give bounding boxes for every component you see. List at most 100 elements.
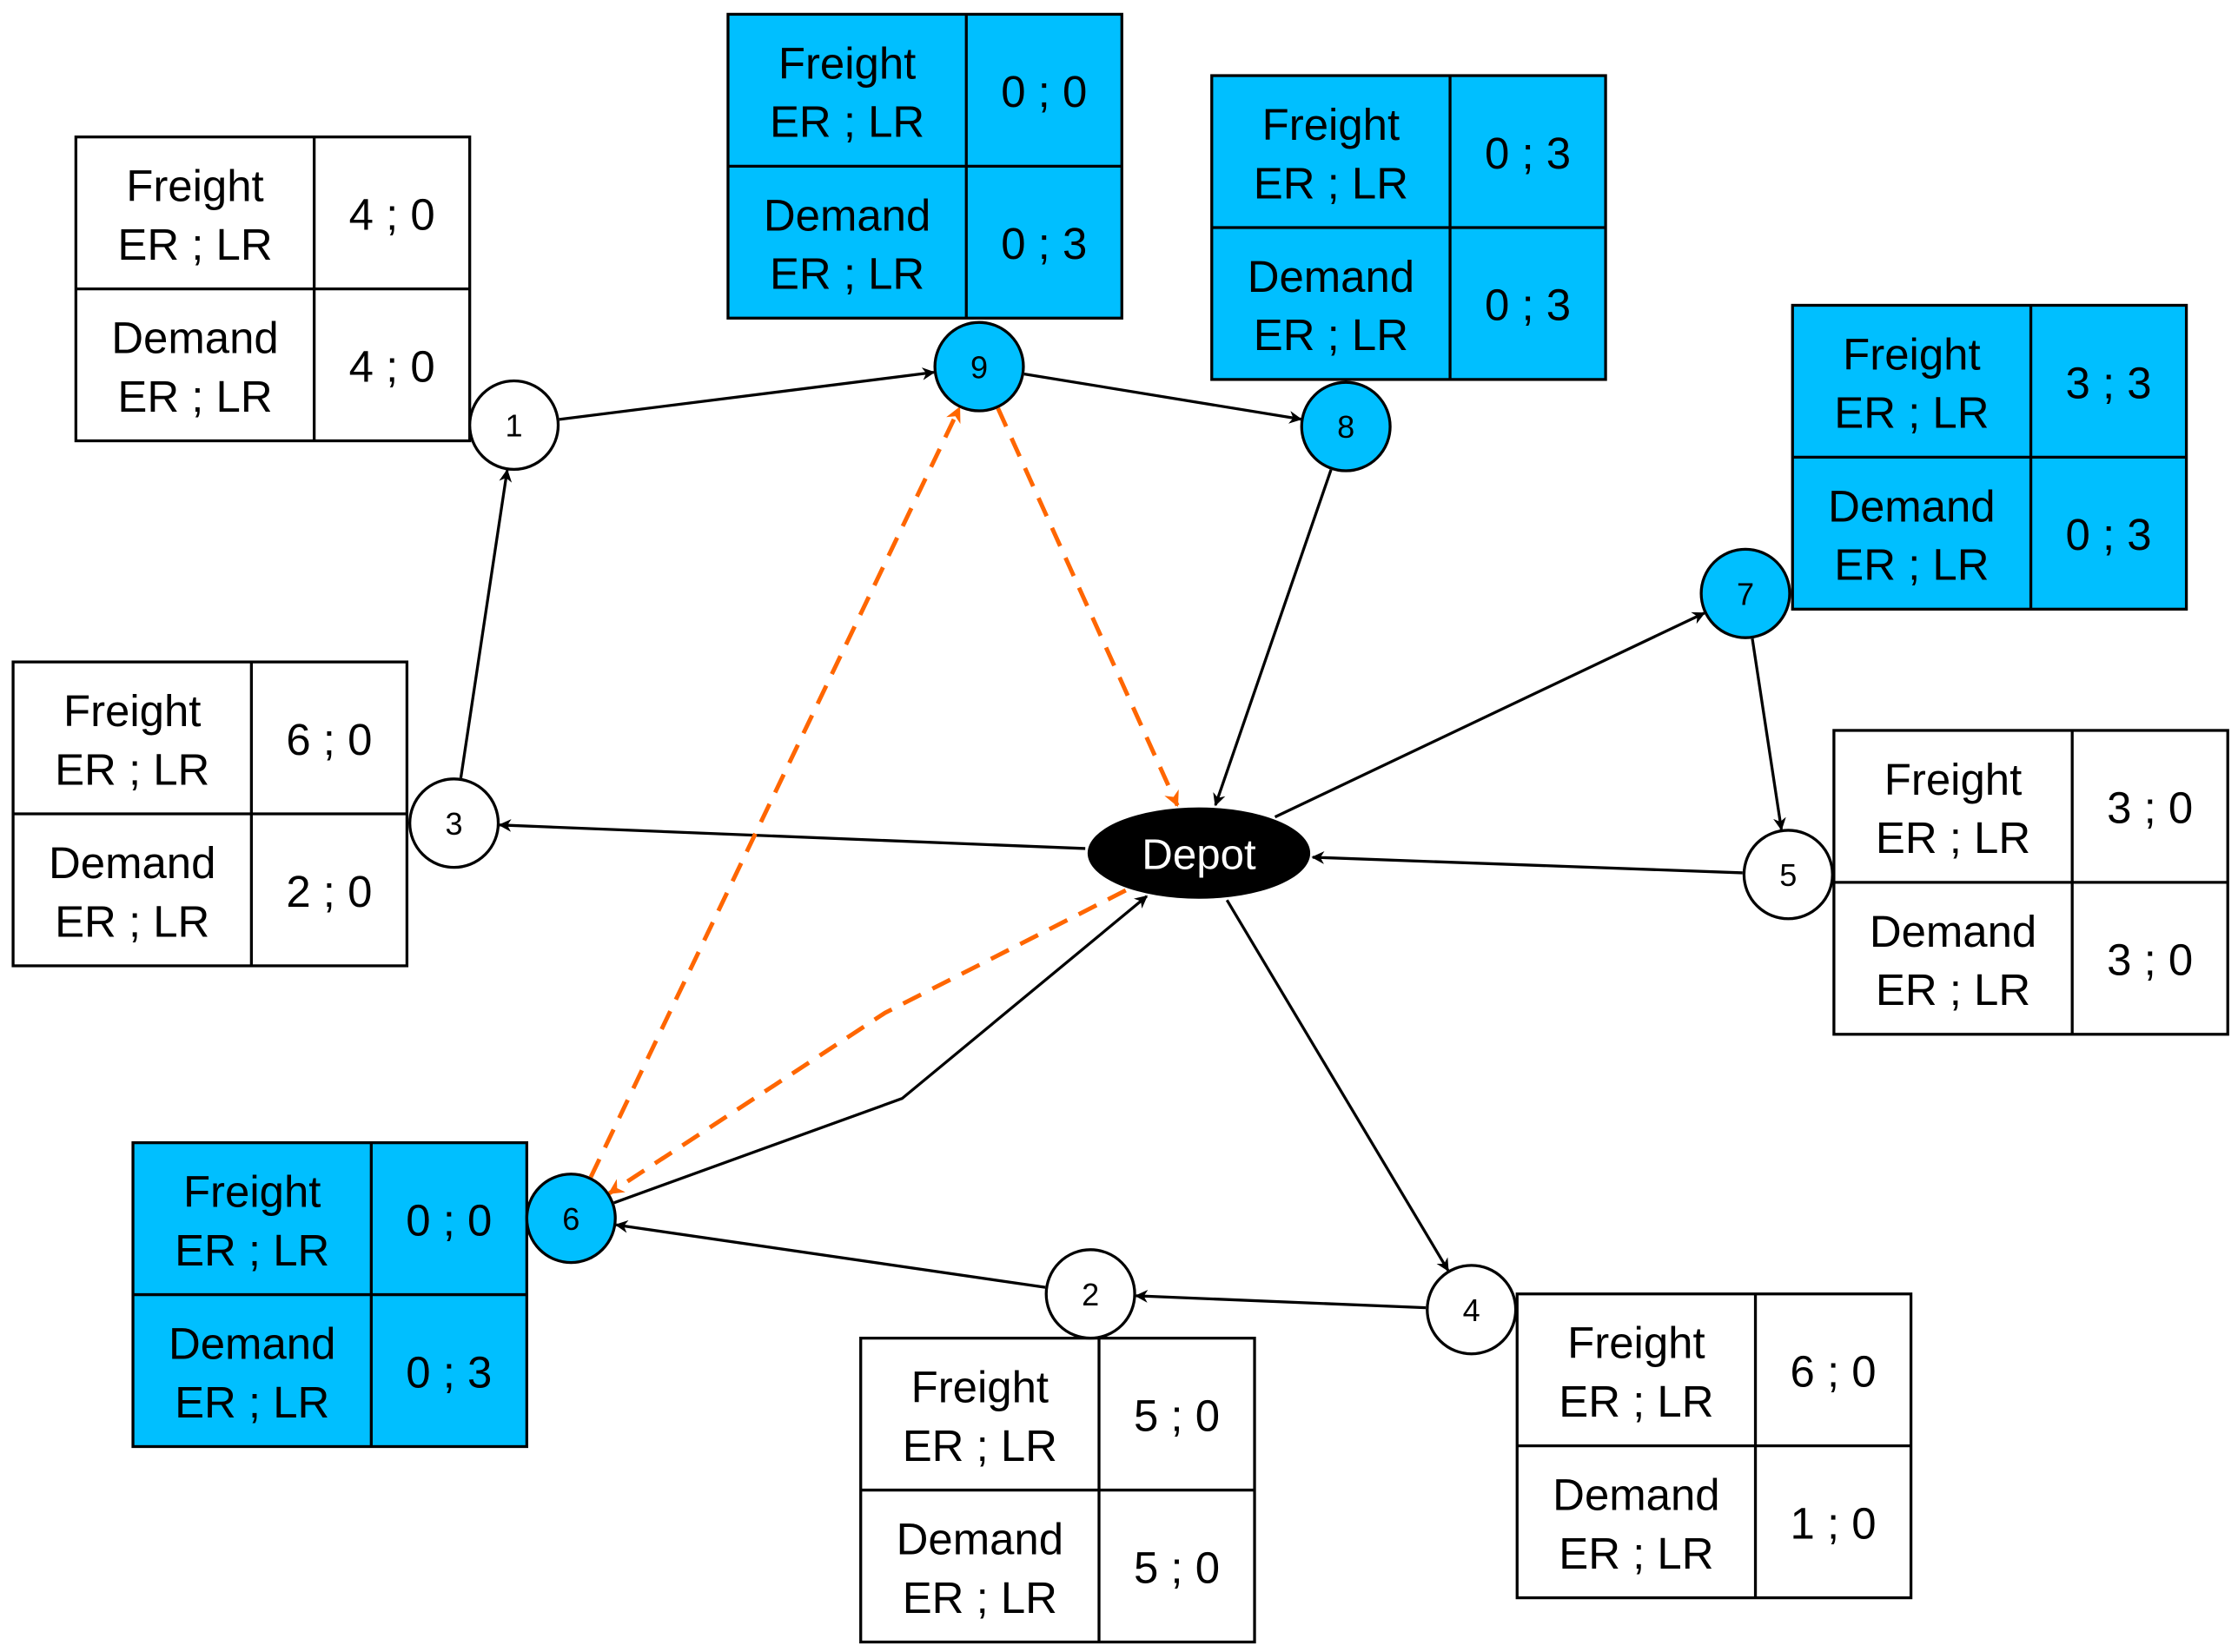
freight-label: Freight: [183, 1167, 321, 1217]
node-7: 7: [1699, 547, 1791, 639]
node-table-5: Freight ER ; LR 3 ; 0 Demand ER ; LR 3 ; 0: [1832, 729, 2229, 1036]
node-label: 8: [1337, 409, 1354, 445]
freight-value: 3 ; 3: [2066, 358, 2152, 407]
node-3: 3: [408, 777, 500, 869]
er-lr-label: ER ; LR: [770, 249, 924, 299]
freight-value: 6 ; 0: [1791, 1346, 1877, 1396]
edge-Depot-to-4: [1225, 899, 1450, 1272]
freight-value: 3 ; 0: [2107, 783, 2193, 833]
edge-6-to-Depot: [613, 895, 1149, 1205]
node-table-1: Freight ER ; LR 4 ; 0 Demand ER ; LR 4 ; 0: [74, 135, 472, 443]
freight-value: 0 ; 0: [406, 1195, 492, 1245]
node-label: 4: [1463, 1292, 1480, 1328]
demand-value: 5 ; 0: [1134, 1543, 1220, 1592]
node-5: 5: [1742, 829, 1834, 921]
demand-value: 4 ; 0: [349, 341, 435, 391]
demand-value: 0 ; 3: [1001, 219, 1087, 268]
edge-4-to-2: [1135, 1290, 1427, 1310]
freight-label: Freight: [63, 686, 201, 736]
freight-label: Freight: [1843, 329, 1980, 379]
demand-label: Demand: [1248, 252, 1414, 301]
edge-8-to-Depot: [1213, 469, 1333, 807]
freight-label: Freight: [1262, 100, 1400, 149]
freight-value: 4 ; 0: [349, 189, 435, 239]
demand-value: 0 ; 3: [406, 1347, 492, 1397]
er-lr-label: ER ; LR: [1834, 388, 1989, 438]
demand-label: Demand: [1553, 1470, 1719, 1520]
er-lr-label: ER ; LR: [1254, 310, 1408, 360]
demand-value: 2 ; 0: [286, 867, 372, 916]
demand-label: Demand: [111, 314, 278, 363]
node-table-9: Freight ER ; LR 0 ; 0 Demand ER ; LR 0 ; 3: [726, 12, 1123, 320]
er-lr-label: ER ; LR: [903, 1421, 1057, 1470]
edge-2-to-6: [614, 1219, 1046, 1289]
node-1: 1: [468, 379, 560, 472]
freight-label: Freight: [1567, 1318, 1705, 1368]
edge-9-to-8: [1023, 372, 1302, 424]
er-lr-label: ER ; LR: [1876, 965, 2030, 1014]
demand-label: Demand: [169, 1318, 335, 1368]
node-2: 2: [1044, 1248, 1136, 1340]
er-lr-label: ER ; LR: [175, 1226, 329, 1275]
demand-label: Demand: [1870, 907, 2036, 956]
node-table-7: Freight ER ; LR 3 ; 3 Demand ER ; LR 0 ; 3: [1791, 303, 2188, 611]
node-4: 4: [1426, 1264, 1518, 1356]
er-lr-label: ER ; LR: [903, 1573, 1057, 1622]
node-table-8: Freight ER ; LR 0 ; 3 Demand ER ; LR 0 ; 3: [1210, 74, 1607, 381]
er-lr-label: ER ; LR: [1876, 813, 2030, 862]
freight-value: 0 ; 3: [1485, 129, 1571, 178]
er-lr-label: ER ; LR: [55, 896, 209, 946]
freight-label: Freight: [778, 38, 916, 88]
demand-value: 0 ; 3: [1485, 281, 1571, 330]
er-lr-label: ER ; LR: [770, 97, 924, 147]
freight-label: Freight: [126, 162, 263, 211]
demand-label: Demand: [897, 1514, 1063, 1563]
freight-value: 5 ; 0: [1134, 1391, 1220, 1440]
node-label: 5: [1779, 857, 1797, 893]
node-9: 9: [933, 320, 1025, 413]
node-label: 1: [506, 408, 523, 444]
node-table-4: Freight ER ; LR 6 ; 0 Demand ER ; LR 1 ; 0: [1515, 1292, 1913, 1600]
demand-label: Demand: [764, 190, 930, 240]
freight-label: Freight: [1884, 755, 2022, 804]
depot-label: Depot: [1142, 830, 1256, 878]
depot-node: Depot: [1087, 807, 1311, 899]
edge-7-to-5: [1751, 638, 1786, 831]
edge-Depot-to-3: [498, 818, 1086, 850]
demand-value: 0 ; 3: [2066, 510, 2152, 559]
er-lr-label: ER ; LR: [1559, 1377, 1713, 1426]
edge-5-to-Depot: [1311, 851, 1743, 875]
edge-Depot-to-7: [1274, 611, 1705, 819]
freight-value: 6 ; 0: [286, 715, 372, 764]
node-label: 2: [1082, 1277, 1099, 1312]
demand-value: 3 ; 0: [2107, 935, 2193, 985]
node-8: 8: [1300, 380, 1392, 472]
er-lr-label: ER ; LR: [117, 220, 272, 269]
er-lr-label: ER ; LR: [1559, 1529, 1713, 1578]
dashed-edge-9-to-Depot: [996, 407, 1180, 808]
node-label: 9: [970, 349, 988, 385]
er-lr-label: ER ; LR: [175, 1378, 329, 1427]
demand-label: Demand: [1828, 481, 1995, 531]
node-label: 3: [446, 806, 463, 842]
node-table-6: Freight ER ; LR 0 ; 0 Demand ER ; LR 0 ; 3: [131, 1140, 529, 1449]
node-table-2: Freight ER ; LR 5 ; 0 Demand ER ; LR 5 ; 0: [859, 1337, 1256, 1644]
node-6: 6: [525, 1173, 617, 1265]
edge-1-to-9: [559, 367, 936, 421]
er-lr-label: ER ; LR: [1254, 158, 1408, 208]
demand-value: 1 ; 0: [1791, 1498, 1877, 1548]
er-lr-label: ER ; LR: [55, 744, 209, 794]
er-lr-label: ER ; LR: [117, 372, 272, 421]
node-table-3: Freight ER ; LR 6 ; 0 Demand ER ; LR 2 ; 0: [11, 660, 409, 968]
er-lr-label: ER ; LR: [1834, 540, 1989, 590]
node-label: 7: [1737, 576, 1754, 611]
dashed-edge-6-to-9: [588, 406, 962, 1179]
demand-label: Demand: [49, 838, 215, 888]
edge-3-to-1: [459, 468, 513, 778]
freight-label: Freight: [911, 1363, 1049, 1412]
depot-shape: [1087, 807, 1311, 899]
node-label: 6: [562, 1201, 579, 1237]
dashed-edge-Depot-to-6: [607, 888, 1127, 1195]
freight-value: 0 ; 0: [1001, 67, 1087, 116]
